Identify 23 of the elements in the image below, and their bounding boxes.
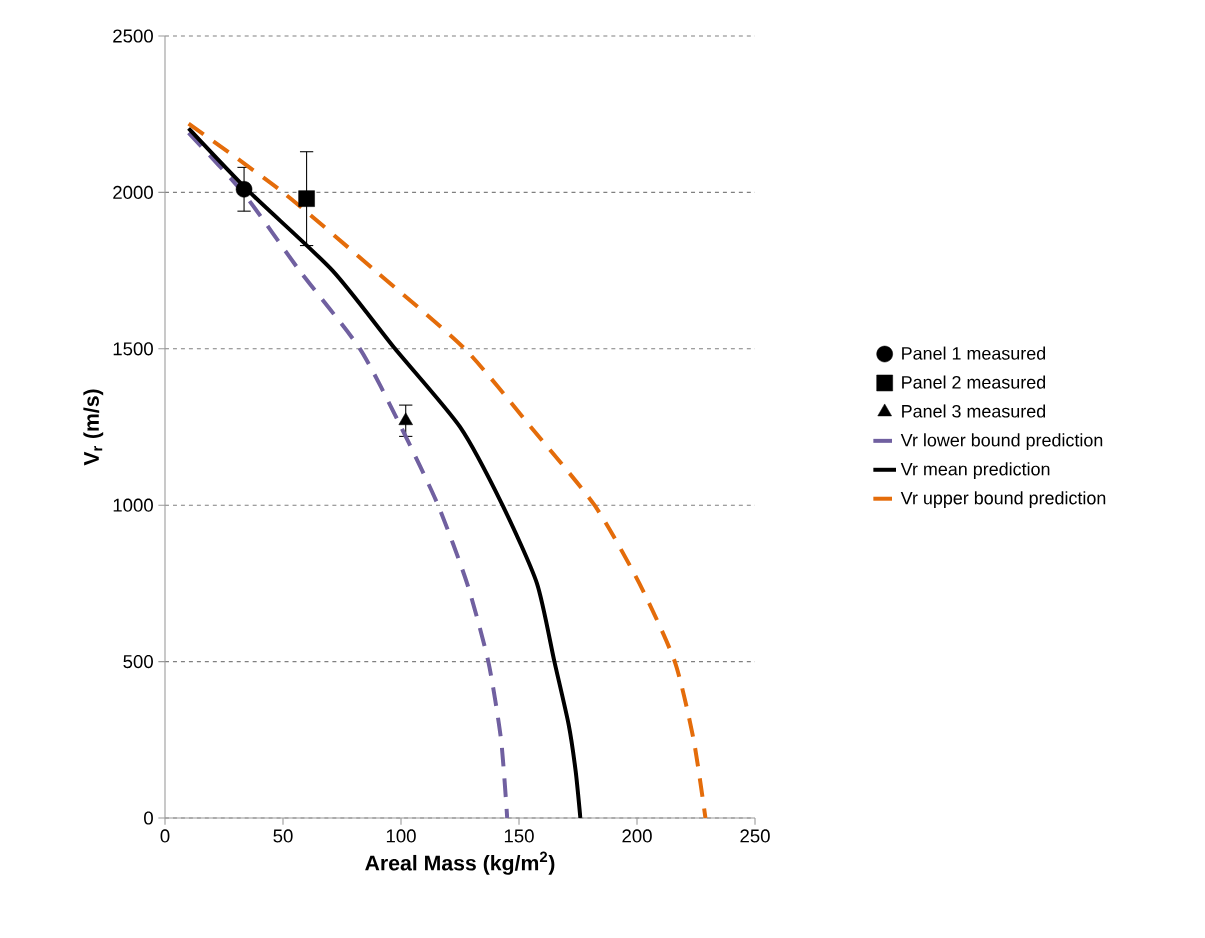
x-tick-label: 200 bbox=[622, 829, 652, 843]
x-tick-label: 0 bbox=[160, 829, 170, 843]
legend-label: Vr mean prediction bbox=[900, 462, 1050, 480]
x-tick-label: 250 bbox=[740, 829, 770, 843]
y-tick-label: 0 bbox=[144, 811, 153, 825]
x-tick-label: 100 bbox=[386, 829, 416, 843]
x-tick-label: 50 bbox=[273, 829, 293, 843]
legend-label: Vr upper bound prediction bbox=[900, 491, 1106, 508]
line-series bbox=[186, 130, 510, 818]
y-tick-label: 1500 bbox=[113, 342, 153, 356]
legend-label: Vr lower bound prediction bbox=[900, 433, 1103, 451]
x-axis-title: Areal Mass (kg/m$^{2}$) bbox=[365, 851, 555, 875]
legend-label: Panel 1 measured bbox=[902, 346, 1046, 360]
y-tick-label: 1000 bbox=[113, 498, 153, 512]
line-series bbox=[186, 126, 583, 818]
legend-label: Panel 2 measured bbox=[902, 375, 1046, 389]
y-axis-title: V$_{r}$ (m/s) bbox=[83, 389, 104, 466]
y-tick-label: 2000 bbox=[113, 185, 153, 199]
x-tick-label: 150 bbox=[504, 829, 534, 843]
y-tick-label: 2500 bbox=[113, 29, 153, 43]
line-series bbox=[186, 121, 708, 818]
legend-label: Panel 3 measured bbox=[902, 404, 1046, 418]
y-tick-label: 500 bbox=[123, 655, 153, 669]
